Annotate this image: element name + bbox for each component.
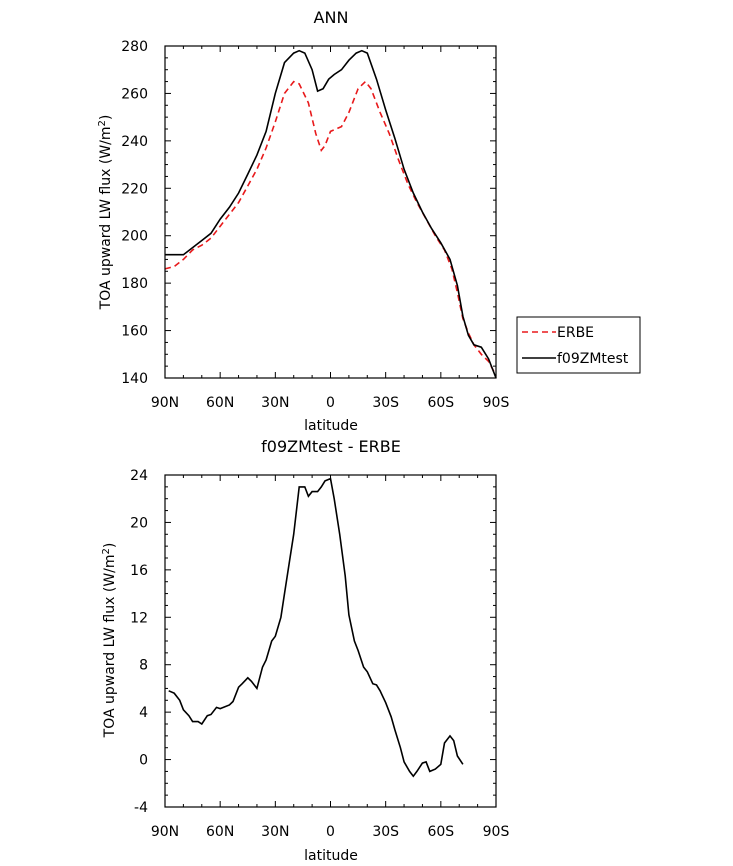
x-tick-label: 30S: [372, 395, 399, 411]
y-tick-label: -4: [134, 800, 148, 816]
panel-bottom-title: f09ZMtest - ERBE: [261, 437, 401, 456]
panel-bottom-xlabel: latitude: [304, 848, 358, 864]
panel-top-series: [164, 49, 497, 379]
panel-bottom-ylabel-tail: ): [102, 543, 118, 548]
panel-bottom-ylabel-main: TOA upward LW flux (W/m: [102, 554, 118, 738]
y-tick-label: 240: [121, 134, 148, 150]
x-tick-label: 0: [326, 395, 335, 411]
x-tick-label: 30S: [372, 824, 399, 840]
panel-top-ylabel-sup: 2: [97, 120, 108, 126]
legend: ERBE f09ZMtest: [516, 316, 641, 374]
y-tick-label: 160: [121, 324, 148, 340]
x-tick-label: 0: [326, 824, 335, 840]
panel-bottom-frame: [164, 474, 497, 808]
x-tick-label: 60N: [206, 824, 234, 840]
y-tick-label: 12: [130, 610, 148, 626]
y-tick-label: 260: [121, 86, 148, 102]
x-tick-label: 60S: [427, 395, 454, 411]
x-tick-label: 90S: [483, 824, 510, 840]
series-line-difference: [168, 477, 464, 778]
legend-label-erbe: ERBE: [557, 325, 594, 341]
x-tick-label: 30N: [261, 395, 289, 411]
series-line-f09zmtest: [165, 49, 497, 379]
y-tick-label: 16: [130, 563, 148, 579]
x-tick-label: 90N: [151, 395, 179, 411]
panel-bottom-series: [168, 477, 464, 778]
panel-top-frame: [164, 45, 497, 379]
x-tick-label: 90N: [151, 824, 179, 840]
panel-top-title: ANN: [314, 8, 349, 27]
x-tick-label: 30N: [261, 824, 289, 840]
panel-top: ANN latitude TOA upward LW flux (W/m2) 9…: [97, 8, 641, 434]
legend-box: [516, 316, 641, 374]
x-tick-label: 60S: [427, 824, 454, 840]
y-tick-label: 24: [130, 468, 148, 484]
y-tick-label: 4: [139, 705, 148, 721]
y-tick-label: 280: [121, 39, 148, 55]
x-tick-label: 90S: [483, 395, 510, 411]
y-tick-label: 200: [121, 229, 148, 245]
x-tick-label: 60N: [206, 395, 234, 411]
panel-top-ylabel-tail: ): [98, 115, 114, 120]
panel-top-ylabel-main: TOA upward LW flux (W/m: [98, 126, 114, 310]
y-tick-label: 20: [130, 515, 148, 531]
panel-bottom-ylabel: TOA upward LW flux (W/m2): [101, 543, 119, 739]
panel-bottom-ticks: 90N 60N 30N 0 30S 60S 90S -4 0 4 8 12 16 20 24: [130, 468, 509, 840]
y-tick-label: 180: [121, 276, 148, 292]
panel-bottom: f09ZMtest - ERBE latitude TOA upward LW …: [101, 437, 510, 864]
panel-top-ylabel: TOA upward LW flux (W/m2): [97, 115, 115, 311]
y-tick-label: 8: [139, 658, 148, 674]
panel-bottom-ylabel-sup: 2: [101, 548, 112, 554]
panel-top-ticks: 90N 60N 30N 0 30S 60S 90S 140 160 180 200 220 240 260…: [121, 39, 509, 411]
y-tick-label: 0: [139, 753, 148, 769]
panel-top-xlabel: latitude: [304, 418, 358, 434]
y-tick-label: 220: [121, 181, 148, 197]
legend-label-f09zmtest: f09ZMtest: [557, 351, 629, 367]
y-tick-label: 140: [121, 371, 148, 387]
